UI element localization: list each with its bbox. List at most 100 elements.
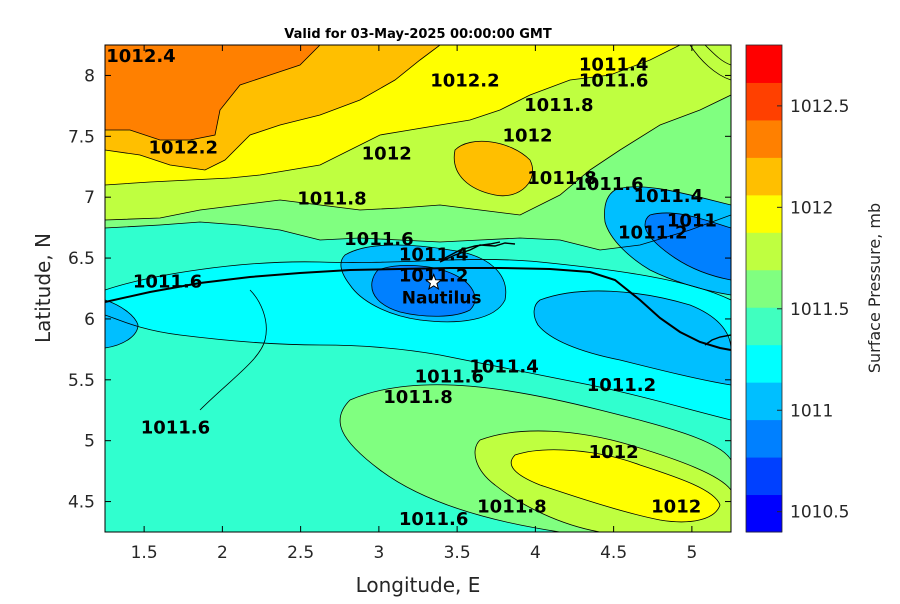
contour-line [689,45,731,81]
colorbar-swatches [746,45,782,533]
contour-line [604,189,731,296]
x-tick-label: 2 [217,543,228,563]
contour-line [199,289,267,411]
contour-label: 1011.6 [579,71,648,92]
station-label: Nautilus [402,288,482,308]
x-tick-label: 3.5 [444,543,471,563]
coastline [105,267,731,351]
y-axis-label: Latitude, N [31,233,55,343]
coastline-estuary [439,241,731,346]
colorbar-tick-label: 1012.5 [790,97,849,117]
contour-label: 1011.8 [477,497,546,518]
colorbar-swatch [746,82,782,121]
star-icon [424,272,443,291]
contour-label: 1011.4 [579,55,648,76]
y-tick-label: 8 [84,66,95,86]
contour-line [105,314,731,421]
contour-label: 1012 [651,497,701,518]
contour-line [474,439,601,532]
contour-line [105,259,731,301]
contour-label: 1011.4 [399,245,468,266]
contour-label: 1011.6 [574,174,643,195]
contour-label: 1012.2 [149,137,218,158]
contour-line [533,299,731,386]
colorbar-swatch [746,119,782,158]
colorbar-swatch [746,494,782,533]
plot-frame [104,44,732,533]
colorbar-tick-label: 1010.5 [790,503,849,523]
pressure-region-high-south-3 [511,449,720,522]
colorbar-swatch [746,457,782,496]
y-tick-label: 5.5 [68,371,95,391]
contour-label: 1011.6 [133,271,202,292]
contour-label: 1011.6 [415,366,484,387]
colorbar-ticks: 1010.5 1011 1011.5 1012 1012.5 [777,97,849,523]
y-tick-label: 7.5 [68,127,95,147]
contour-lines [105,45,731,532]
x-tick-label: 2.5 [287,543,314,563]
colorbar-tick-label: 1011 [790,401,833,421]
x-tick-label: 4.5 [600,543,627,563]
contour-line [539,290,731,351]
contour-line [649,212,731,229]
contour-label: 1012.2 [430,71,499,92]
contour-line [704,45,731,66]
colorbar-swatch [746,157,782,196]
pressure-region-high-east-1 [454,141,533,196]
contour-label: 1012.4 [106,46,175,67]
colorbar: 1010.5 1011 1011.5 1012 1012.5 Surface Press… [745,44,884,533]
contour-labels: 1012.41012.21012.21011.41011.61011.81012… [106,46,717,530]
colorbar-swatch [746,344,782,383]
contour-line [510,449,721,523]
colorbar-swatch [746,232,782,271]
contour-line [614,186,731,206]
contour-line [349,384,731,461]
contour-line [371,265,476,317]
contour-label: 1011.4 [469,357,538,378]
colorbar-label: Surface Pressure, mb [865,203,884,373]
x-axis-ticks: 1.5 2 2.5 3 3.5 4 4.5 5 [131,45,697,563]
station-marker: Nautilus [402,272,482,308]
pressure-region-1012.5 [105,45,320,140]
contour-label: 1012 [502,125,552,146]
colorbar-swatch [746,419,782,458]
contour-label: 1011 [667,211,717,232]
contour-label: 1011.6 [141,418,210,439]
contour-label: 1011.2 [587,375,656,396]
x-axis-label: Longitude, E [356,573,481,597]
colorbar-swatch [746,307,782,346]
contour-label: 1011.8 [297,189,366,210]
colorbar-frame [745,44,783,533]
contour-label: 1011.6 [399,509,468,530]
colorbar-tick-label: 1012 [790,198,833,218]
contour-label: 1011.2 [618,223,687,244]
colorbar-swatch [746,269,782,308]
contour-label: 1011.8 [383,387,452,408]
x-tick-label: 5 [686,543,697,563]
contour-label: 1012 [362,144,412,165]
contour-line [479,430,731,491]
pressure-region-low-6 [645,212,731,280]
y-tick-label: 4.5 [68,493,95,513]
contour-line [105,45,321,141]
x-tick-label: 3 [373,543,384,563]
y-tick-label: 5 [84,432,95,452]
contour-line [105,94,731,221]
colorbar-swatch [746,382,782,421]
contour-line [105,45,681,186]
x-tick-label: 4 [530,543,541,563]
colorbar-tick-label: 1011.5 [790,300,849,320]
contour-line [453,140,533,197]
contour-label: 1012 [589,442,639,463]
contour-label: 1011.6 [344,229,413,250]
y-tick-label: 6 [84,310,95,330]
y-axis-ticks: 4.5 5 5.5 6 6.5 7 7.5 8 [68,66,731,513]
contour-line [105,214,731,251]
contour-line [644,214,731,281]
contour-line [105,45,441,171]
contour-label: 1011.8 [527,168,596,189]
plot-title: Valid for 03-May-2025 00:00:00 GMT [284,27,552,42]
colorbar-swatch [746,194,782,233]
